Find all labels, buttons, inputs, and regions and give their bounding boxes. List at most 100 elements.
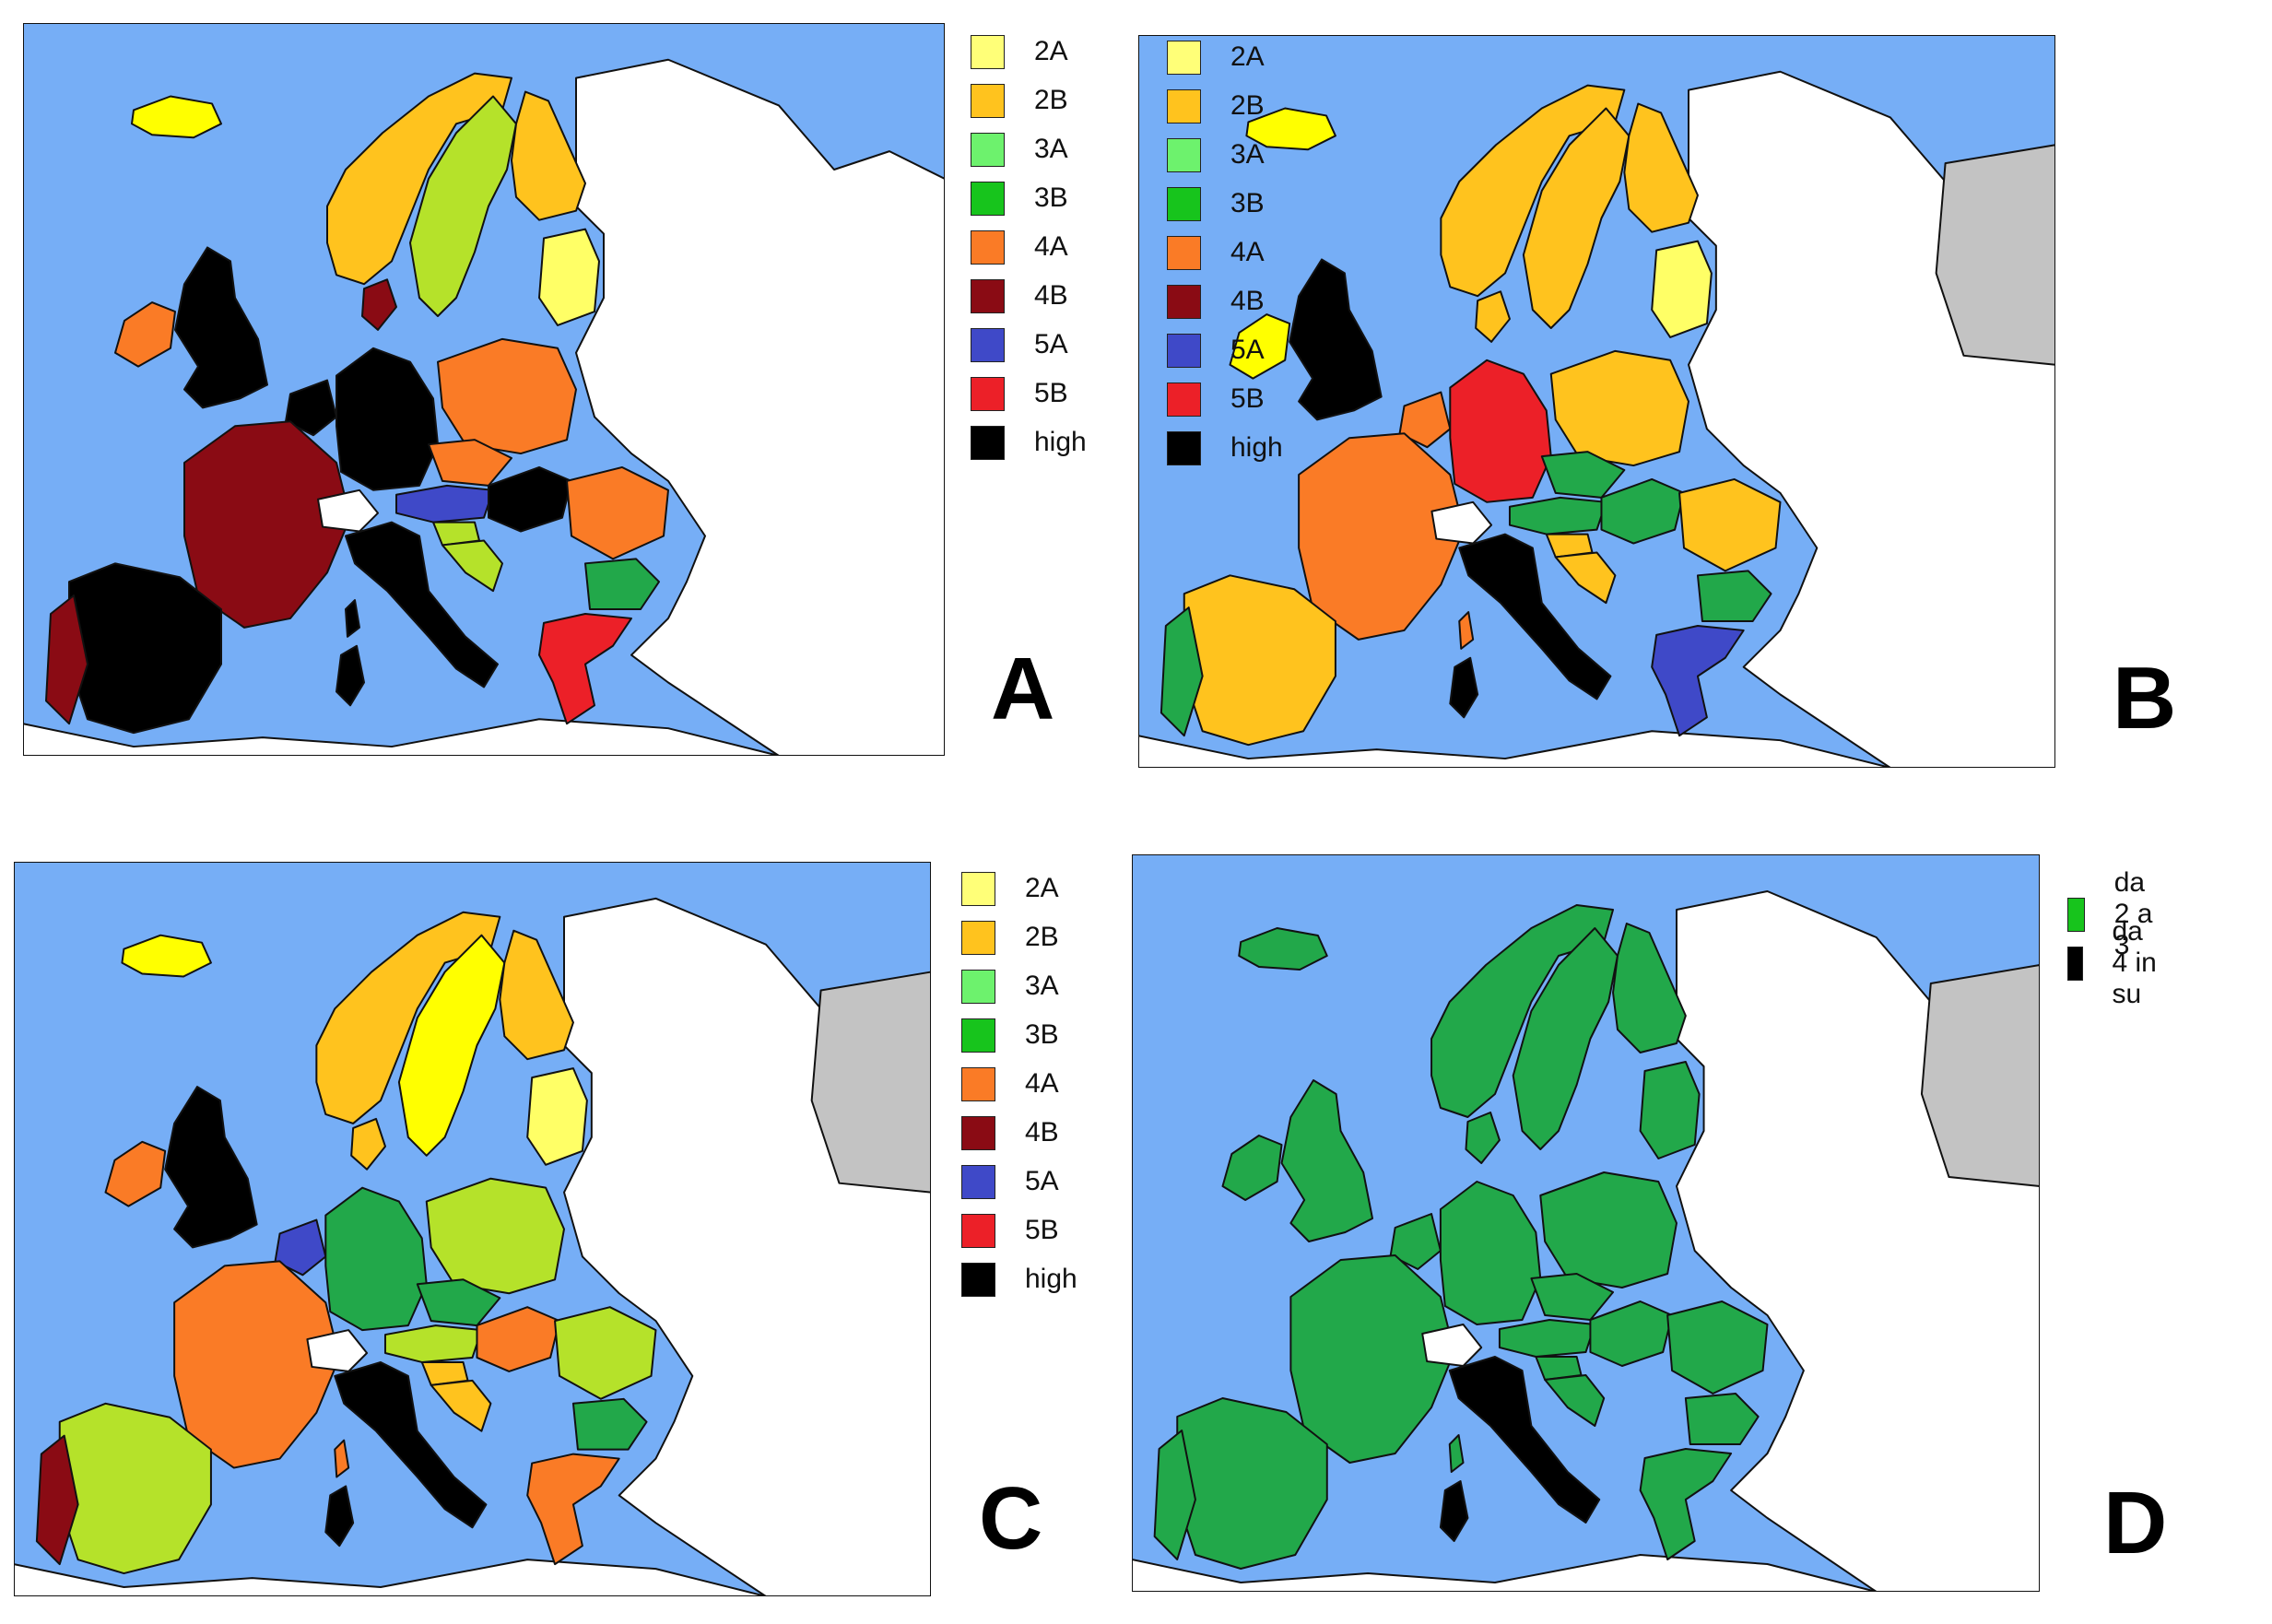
legend-label: high [1025, 1264, 1077, 1294]
country-uk [1289, 258, 1383, 421]
panel-letter: C [979, 1469, 1043, 1568]
country-benelux [1398, 391, 1452, 449]
land-north-africa [1132, 1554, 1878, 1592]
legend-label: 2B [1025, 922, 1059, 952]
country-croatia [441, 539, 503, 593]
country-bulgaria [1696, 570, 1772, 622]
country-switzerland [1430, 500, 1493, 545]
legend-item: 3A [971, 131, 1068, 168]
legend-swatch [971, 278, 1005, 313]
country-hungary [488, 465, 572, 533]
country-corsica [1458, 611, 1475, 650]
country-france [183, 420, 351, 629]
country-denmark [1465, 1112, 1501, 1164]
country-france [1298, 432, 1466, 641]
country-romania [566, 465, 669, 560]
country-austria [1508, 496, 1607, 535]
country-benelux [285, 379, 337, 437]
land-eastern-europe [575, 58, 945, 756]
legend-label: 4B [1034, 280, 1068, 311]
country-finland [499, 929, 574, 1061]
country-france [1289, 1254, 1455, 1464]
legend-label: 2A [1230, 41, 1265, 72]
country-norway [315, 911, 501, 1124]
country-sweden [409, 95, 517, 317]
legend-swatch [971, 181, 1005, 216]
country-iceland [121, 934, 212, 978]
country-czech [1540, 451, 1626, 499]
country-switzerland [1421, 1324, 1483, 1367]
country-baltic [526, 1067, 588, 1166]
country-iceland [1238, 927, 1328, 971]
country-sweden [397, 934, 506, 1157]
legend-item: 4A [971, 229, 1068, 265]
country-ireland [114, 301, 176, 368]
land-north-africa [23, 718, 780, 756]
legend-swatch [961, 1115, 995, 1150]
legend-item: 4B [971, 277, 1068, 314]
europe-map [14, 862, 931, 1596]
legend-swatch [1167, 186, 1201, 221]
legend-item: high [1167, 430, 1283, 466]
country-portugal [1153, 1430, 1196, 1560]
europe-map [1132, 854, 2040, 1592]
country-greece [526, 1453, 620, 1566]
legend-swatch [961, 1213, 995, 1248]
legend-label: da 2 a 3 [2113, 867, 2153, 960]
country-ireland [1229, 313, 1291, 380]
legend-swatch [1167, 137, 1201, 172]
legend-swatch [961, 1164, 995, 1199]
legend-item: 4B [961, 1114, 1059, 1151]
legend-item: 2B [971, 82, 1068, 119]
country-denmark [361, 278, 397, 331]
legend-item: high [961, 1261, 1077, 1298]
country-sardinia [1439, 1480, 1469, 1542]
legend-label: 3B [1230, 188, 1265, 218]
country-sardinia [324, 1485, 355, 1548]
country-italy [345, 521, 499, 688]
panel-d [1132, 854, 2040, 1592]
country-poland [437, 337, 577, 455]
country-finland [1623, 102, 1699, 233]
country-finland [511, 90, 586, 221]
country-poland [1549, 349, 1689, 467]
legend-label: 4A [1025, 1068, 1059, 1099]
legend-item: 2A [1167, 39, 1265, 76]
country-baltic [1651, 240, 1713, 338]
legend-label: 2B [1230, 90, 1265, 121]
country-sweden [1512, 927, 1619, 1150]
panel-b [1138, 35, 2055, 768]
country-austria [383, 1324, 483, 1363]
legend-label: 4B [1025, 1117, 1059, 1147]
country-romania [554, 1306, 657, 1400]
country-baltic [538, 228, 600, 326]
country-benelux [1389, 1213, 1442, 1270]
legend-swatch [1167, 333, 1201, 368]
legend-label: 5A [1025, 1166, 1059, 1196]
legend-item: 2B [961, 919, 1059, 956]
country-france [173, 1260, 341, 1469]
country-benelux [274, 1218, 327, 1277]
europe-map [1138, 35, 2055, 768]
country-austria [1498, 1319, 1596, 1358]
legend-label: 5A [1230, 335, 1265, 365]
no-data-region [810, 971, 931, 1194]
country-austria [395, 484, 494, 524]
legend-item: 5B [1167, 381, 1265, 418]
panel-letter: D [2103, 1474, 2168, 1572]
country-poland [1539, 1171, 1678, 1289]
legend-label: 3B [1034, 182, 1068, 213]
country-sardinia [1449, 656, 1479, 719]
country-germany [336, 347, 439, 491]
country-denmark [350, 1117, 386, 1171]
country-germany [324, 1186, 428, 1332]
country-norway [326, 72, 512, 286]
legend-label: 3A [1034, 134, 1068, 164]
legend-label: 3A [1025, 971, 1059, 1001]
legend-item: high [971, 424, 1087, 461]
legend-item: 3B [961, 1017, 1059, 1053]
country-italy [1458, 533, 1612, 700]
legend-swatch [1167, 88, 1201, 124]
country-uk [174, 246, 268, 409]
country-hungary [476, 1306, 561, 1372]
